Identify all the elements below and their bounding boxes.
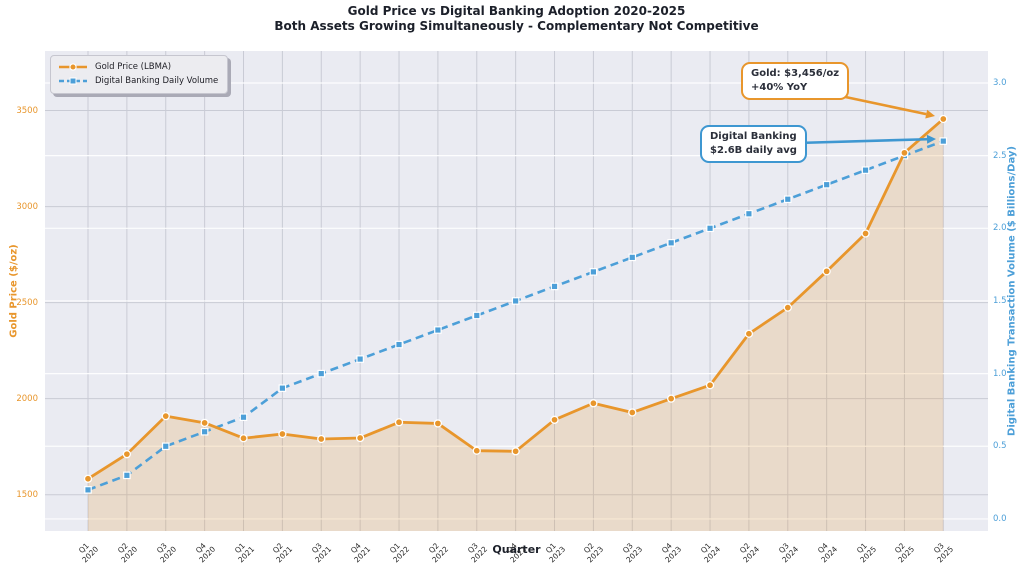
digital-data-point: [84, 486, 92, 494]
digital-data-point: [434, 326, 442, 334]
gold-data-point: [161, 411, 170, 421]
digital-data-point: [239, 413, 248, 422]
right-axis-tick: 0.5: [993, 441, 1007, 452]
gold-line-swatch-icon: [59, 63, 87, 71]
legend-label-digital: Digital Banking Daily Volume: [95, 76, 219, 86]
digital-data-point: [706, 224, 714, 233]
gold-data-point: [317, 434, 326, 444]
digital-data-point: [123, 471, 131, 480]
digital-annotation-line1: Digital Banking: [710, 131, 797, 142]
gold-data-point: [744, 329, 754, 338]
x-axis-label: Quarter: [492, 543, 541, 556]
gold-data-point: [900, 148, 909, 157]
digital-data-point: [395, 340, 403, 349]
gold-data-point: [667, 394, 676, 403]
left-axis-tick: 2000: [16, 393, 38, 404]
left-axis-tick: 3500: [16, 105, 38, 116]
chart-title: Gold Price vs Digital Banking Adoption 2…: [347, 4, 686, 18]
gold-data-point: [705, 381, 715, 390]
gold-annotation-arrow: [835, 93, 927, 116]
chart-subtitle: Both Assets Growing Simultaneously - Com…: [274, 19, 759, 33]
digital-data-point: [783, 195, 792, 204]
left-axis-label: Gold Price ($/oz): [8, 244, 20, 338]
left-axis-tick: 3000: [16, 201, 38, 212]
digital-data-point: [822, 180, 831, 189]
gold-data-point: [550, 415, 559, 424]
digital-data-point: [161, 442, 170, 451]
gold-data-point: [394, 418, 404, 427]
digital-data-point: [667, 239, 675, 247]
gold-data-point: [239, 434, 248, 443]
right-axis-tick: 0.0: [993, 513, 1007, 524]
right-axis-tick: 2.5: [993, 150, 1007, 161]
gold-data-point: [472, 446, 481, 455]
gold-data-point: [200, 418, 209, 428]
left-axis-tick: 1500: [16, 489, 38, 500]
gold-data-point: [783, 303, 792, 312]
right-axis-label: Digital Banking Transaction Volume ($ Bi…: [1006, 146, 1018, 436]
digital-data-point: [589, 268, 598, 276]
right-axis-tick: 2.0: [993, 223, 1007, 234]
gold-data-point: [83, 474, 93, 483]
gold-data-point: [628, 408, 637, 417]
legend-label-gold: Gold Price (LBMA): [95, 62, 172, 72]
digital-data-point: [745, 209, 753, 218]
digital-data-point: [472, 311, 481, 320]
gold-data-point: [511, 447, 520, 456]
digital-annotation: Digital Banking $2.6B daily avg: [700, 125, 807, 163]
gold-area-fill: [88, 118, 944, 531]
digital-line-swatch-icon: [59, 77, 87, 85]
digital-data-point: [317, 369, 326, 378]
right-axis-tick: 1.0: [993, 368, 1007, 379]
digital-data-point: [356, 355, 364, 363]
digital-data-point: [550, 282, 559, 291]
digital-data-point: [628, 253, 637, 262]
gold-data-point: [822, 267, 831, 276]
digital-annotation-line2: $2.6B daily avg: [710, 144, 797, 156]
gold-annotation: Gold: $3,456/oz +40% YoY: [741, 62, 850, 100]
digital-data-point: [861, 166, 870, 174]
gold-data-point: [355, 433, 365, 443]
gold-annotation-line1: Gold: $3,456/oz: [751, 68, 840, 79]
right-axis-tick: 3.0: [993, 77, 1007, 88]
legend-item-gold: Gold Price (LBMA): [58, 60, 218, 74]
gold-data-point: [122, 450, 132, 459]
digital-data-point: [511, 297, 520, 305]
gold-data-point: [433, 419, 443, 428]
gold-data-point: [589, 399, 598, 408]
digital-data-point: [939, 137, 948, 145]
gold-data-point: [861, 229, 870, 238]
digital-annotation-arrow: [796, 137, 928, 145]
digital-data-point: [200, 427, 209, 436]
right-axis-tick: 1.5: [993, 295, 1007, 306]
gold-data-point: [939, 114, 948, 124]
left-axis-tick: 2500: [16, 297, 38, 308]
legend: Gold Price (LBMA) Digital Banking Daily …: [50, 55, 229, 94]
digital-data-point: [278, 384, 287, 392]
gold-annotation-line2: +40% YoY: [751, 81, 808, 93]
gold-data-point: [278, 429, 287, 439]
legend-item-digital: Digital Banking Daily Volume: [58, 74, 218, 88]
